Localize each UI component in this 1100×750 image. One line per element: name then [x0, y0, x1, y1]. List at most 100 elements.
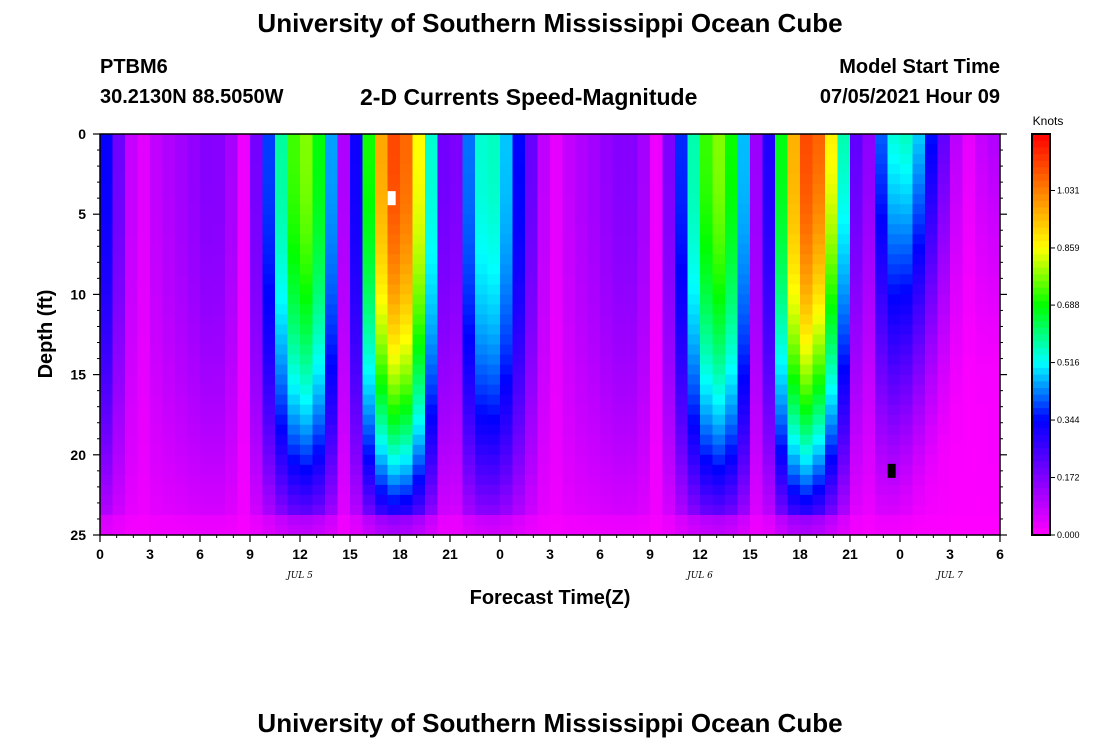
heatmap-cell: [900, 324, 913, 335]
heatmap-cell: [775, 324, 788, 335]
heatmap-cell: [687, 314, 701, 325]
x-tick-label: 3: [546, 546, 554, 562]
heatmap-cell: [500, 284, 513, 295]
heatmap-cell: [550, 164, 563, 175]
heatmap-cell: [675, 434, 688, 446]
heatmap-cell: [437, 364, 451, 376]
heatmap-cell: [412, 234, 426, 245]
heatmap-cell: [537, 414, 551, 426]
heatmap-cell: [400, 264, 413, 275]
heatmap-cell: [812, 494, 826, 506]
heatmap-cell: [437, 144, 451, 155]
heatmap-cell: [762, 464, 776, 476]
heatmap-cell: [412, 154, 426, 165]
heatmap-cell: [162, 414, 176, 426]
heatmap-cell: [450, 134, 463, 145]
heatmap-cell: [712, 254, 726, 265]
heatmap-cell: [612, 224, 626, 235]
heatmap-cell: [925, 244, 938, 255]
heatmap-cell: [812, 414, 826, 426]
heatmap-cell: [912, 314, 926, 325]
heatmap-cell: [900, 484, 913, 496]
heatmap-cell: [225, 494, 238, 506]
heatmap-cell: [387, 514, 401, 526]
heatmap-cell: [425, 154, 438, 165]
heatmap-cell: [500, 494, 513, 506]
heatmap-cell: [737, 144, 751, 155]
heatmap-cell: [600, 344, 613, 355]
colorbar-segment: [1032, 180, 1050, 189]
heatmap-cell: [162, 324, 176, 335]
heatmap-cell: [712, 424, 726, 436]
heatmap-cell: [462, 254, 476, 265]
heatmap-cell: [800, 264, 813, 275]
heatmap-cell: [700, 154, 713, 165]
heatmap-cell: [687, 384, 701, 396]
heatmap-cell: [475, 504, 488, 516]
heatmap-cell: [625, 294, 638, 305]
heatmap-cell: [125, 254, 138, 265]
heatmap-cell: [337, 484, 351, 496]
heatmap-cell: [137, 464, 151, 476]
heatmap-cell: [850, 474, 863, 486]
heatmap-cell: [975, 314, 988, 325]
heatmap-cell: [325, 294, 338, 305]
heatmap-cell: [275, 194, 288, 205]
heatmap-cell: [412, 144, 426, 155]
heatmap-cell: [975, 274, 988, 285]
heatmap-cell: [550, 244, 563, 255]
heatmap-cell: [537, 474, 551, 486]
heatmap-cell: [400, 214, 413, 225]
heatmap-cell: [462, 374, 476, 386]
heatmap-cell: [437, 434, 451, 446]
heatmap-cell: [625, 484, 638, 496]
heatmap-cell: [925, 164, 938, 175]
heatmap-cell: [437, 214, 451, 225]
heatmap-cell: [925, 184, 938, 195]
heatmap-cell: [350, 434, 363, 446]
heatmap-cell: [237, 424, 251, 436]
heatmap-cell: [462, 194, 476, 205]
heatmap-cell: [837, 254, 851, 265]
heatmap-cell: [325, 134, 338, 145]
heatmap-cell: [137, 504, 151, 516]
heatmap-cell: [812, 284, 826, 295]
heatmap-cell: [312, 354, 326, 365]
heatmap-cell: [800, 354, 813, 365]
heatmap-cell: [150, 414, 163, 426]
heatmap-cell: [537, 384, 551, 396]
heatmap-cell: [500, 484, 513, 496]
heatmap-cell: [375, 154, 388, 165]
heatmap-cell: [725, 194, 738, 205]
heatmap-cell: [837, 484, 851, 496]
heatmap-cell: [512, 314, 526, 325]
colorbar-segment: [1032, 187, 1050, 195]
heatmap-cell: [250, 384, 263, 396]
heatmap-cell: [125, 294, 138, 305]
heatmap-cell: [512, 244, 526, 255]
heatmap-cell: [975, 184, 988, 195]
heatmap-cell: [837, 424, 851, 436]
heatmap-cell: [712, 504, 726, 516]
heatmap-cell: [375, 314, 388, 325]
heatmap-cell: [500, 174, 513, 185]
heatmap-cell: [587, 234, 601, 245]
heatmap-cell: [587, 174, 601, 185]
heatmap-cell: [575, 204, 588, 215]
heatmap-cell: [500, 514, 513, 526]
heatmap-cell: [137, 294, 151, 305]
y-tick-label: 10: [70, 286, 86, 302]
heatmap-cell: [975, 504, 988, 516]
heatmap-cell: [625, 254, 638, 265]
heatmap-cell: [387, 164, 401, 175]
heatmap-cell: [912, 134, 926, 145]
heatmap-cell: [300, 404, 313, 416]
heatmap-cell: [587, 354, 601, 365]
heatmap-cell: [775, 194, 788, 205]
heatmap-cell: [675, 204, 688, 215]
heatmap-cell: [400, 394, 413, 406]
heatmap-cell: [437, 264, 451, 275]
heatmap-cell: [750, 524, 763, 536]
heatmap-cell: [800, 514, 813, 526]
heatmap-cell: [250, 334, 263, 345]
